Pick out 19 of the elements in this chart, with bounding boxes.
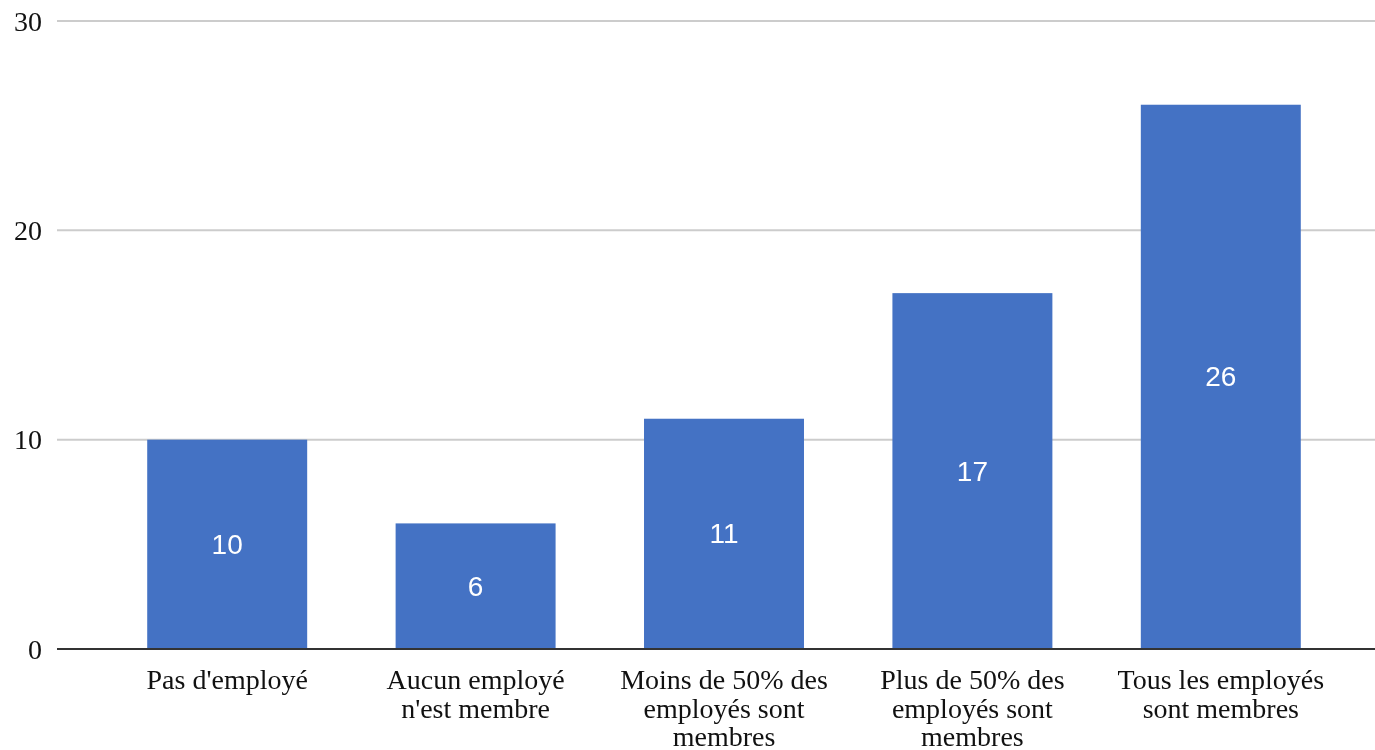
y-tick-label: 0	[28, 633, 42, 665]
data-label: 10	[211, 528, 243, 560]
y-tick-label: 20	[14, 214, 42, 246]
bar	[147, 439, 308, 649]
bar	[1140, 104, 1301, 649]
bar	[395, 523, 556, 649]
data-label: 6	[467, 570, 484, 602]
x-tick-label: Aucun employé n'est membre	[386, 664, 565, 724]
x-tick-label: Pas d'employé	[146, 664, 308, 695]
x-tick-label: Plus de 50% des employés sont membres	[880, 664, 1065, 750]
y-tick-label: 30	[14, 5, 42, 37]
x-tick-label: Tous les employés sont membres	[1117, 664, 1325, 724]
bar	[644, 418, 804, 649]
bar	[892, 293, 1053, 649]
data-label: 26	[1205, 361, 1237, 393]
y-tick-label: 10	[14, 424, 42, 456]
data-label: 11	[709, 518, 739, 550]
x-tick-label: Moins de 50% des employés sont membres	[620, 664, 828, 750]
data-label: 17	[956, 455, 988, 487]
